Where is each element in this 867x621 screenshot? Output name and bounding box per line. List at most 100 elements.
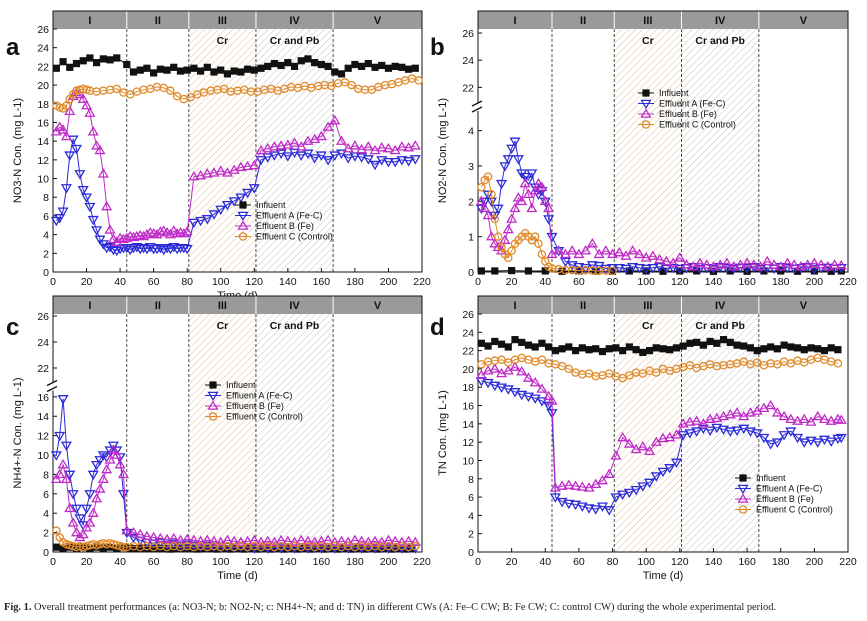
data-point	[600, 264, 612, 275]
data-point	[637, 441, 649, 451]
legend-marker	[209, 381, 217, 389]
phase-label: I	[513, 15, 516, 27]
data-point	[551, 347, 559, 355]
data-point	[304, 55, 312, 63]
data-point	[315, 130, 327, 141]
data-point	[771, 407, 783, 417]
data-point	[827, 267, 835, 275]
data-point	[74, 531, 86, 542]
data-point	[676, 267, 684, 275]
data-point	[619, 347, 627, 355]
data-point	[482, 190, 494, 200]
data-point	[620, 264, 632, 275]
data-point	[818, 435, 830, 446]
data-point	[475, 204, 487, 215]
data-point	[755, 261, 767, 271]
phase-label: V	[374, 300, 382, 312]
legend-marker	[237, 220, 249, 230]
legend-marker	[237, 211, 249, 222]
data-point	[531, 343, 539, 351]
data-point	[731, 407, 743, 417]
data-point	[144, 243, 156, 253]
data-point	[94, 456, 106, 466]
data-point	[536, 383, 548, 393]
data-point	[724, 409, 736, 419]
data-point	[497, 243, 506, 252]
x-tick-label: 40	[539, 556, 551, 568]
y-tick-label: 10	[37, 450, 49, 462]
data-point	[97, 473, 109, 484]
data-point	[409, 155, 421, 165]
data-point	[168, 532, 180, 543]
data-point	[97, 451, 109, 461]
data-point	[792, 433, 804, 444]
y-tick-label: 22	[462, 82, 474, 94]
y-tick-label: 2	[43, 248, 49, 260]
data-point	[576, 502, 588, 512]
data-point	[324, 62, 332, 70]
y-tick-label: 22	[462, 346, 474, 358]
y-tick-label: 8	[43, 192, 49, 204]
data-point	[117, 468, 129, 479]
y-tick-label: 0	[43, 267, 49, 279]
data-point	[496, 383, 508, 393]
axis-break-mark	[471, 106, 483, 113]
data-point	[221, 534, 233, 545]
x-tick-label: 0	[475, 276, 481, 288]
data-point	[556, 480, 568, 490]
x-tick-label: 140	[279, 276, 297, 288]
data-point	[504, 343, 512, 351]
data-point	[181, 244, 193, 255]
data-point	[138, 243, 150, 254]
data-point	[802, 262, 814, 273]
data-point	[243, 65, 252, 73]
data-point	[129, 68, 138, 76]
data-point	[131, 230, 143, 241]
data-point	[691, 415, 703, 425]
data-point	[104, 224, 116, 234]
legend-label: Influent	[756, 473, 786, 483]
data-point	[331, 68, 339, 76]
data-point	[317, 60, 325, 69]
data-point	[818, 413, 830, 424]
data-point	[482, 365, 494, 375]
data-point	[516, 195, 528, 206]
data-point	[154, 243, 166, 254]
x-tick-label: 100	[212, 276, 230, 288]
data-point	[195, 216, 207, 227]
y-tick-label: 6	[468, 492, 474, 504]
data-point	[475, 195, 487, 206]
series-3	[52, 74, 423, 113]
data-point	[154, 226, 166, 236]
data-point	[728, 264, 740, 275]
x-tick-label: 20	[506, 556, 518, 568]
data-point	[248, 184, 260, 194]
legend-label: Effluent A (Fe-C)	[256, 211, 322, 221]
data-point	[507, 246, 516, 256]
data-point	[538, 339, 546, 347]
data-point	[632, 346, 640, 354]
metal-label: Cr	[642, 320, 654, 332]
y-tick-label: 16	[37, 392, 49, 404]
data-point	[347, 80, 356, 90]
data-point	[277, 61, 285, 70]
data-point	[248, 159, 260, 170]
legend-marker	[207, 400, 219, 410]
data-point	[378, 61, 386, 70]
data-point	[691, 427, 703, 437]
data-point	[768, 259, 780, 269]
data-point	[767, 343, 775, 351]
data-point	[499, 234, 511, 244]
data-point	[502, 155, 514, 165]
data-point	[81, 522, 93, 532]
data-point	[268, 536, 280, 547]
data-point	[502, 223, 514, 234]
data-point	[119, 542, 128, 552]
phase-label: IV	[289, 15, 300, 27]
data-point	[534, 239, 543, 248]
y-tick-label: 12	[37, 155, 49, 167]
phase-label: IV	[715, 300, 726, 312]
data-point	[255, 144, 267, 155]
data-point	[84, 517, 96, 527]
